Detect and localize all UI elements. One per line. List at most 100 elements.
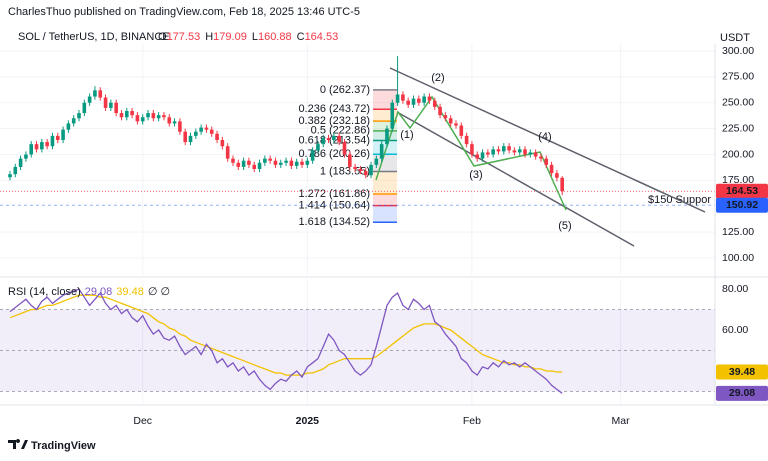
- fib-label: 0.786 (200.26): [298, 148, 370, 160]
- x-tick-label: 2025: [296, 415, 320, 427]
- wave-label: (3): [469, 169, 482, 181]
- ohlc-key: O: [158, 31, 167, 43]
- candle-body: [13, 166, 18, 175]
- candle-body: [448, 118, 453, 124]
- candle-body: [87, 96, 92, 103]
- candle-body: [374, 158, 379, 165]
- wave-path: [375, 95, 567, 211]
- y-tick-label: 100.00: [722, 252, 754, 264]
- fib-label: 1.414 (150.64): [298, 200, 370, 212]
- candle-body: [8, 174, 12, 178]
- candle-body: [332, 135, 336, 141]
- rsi-value: 39.48: [116, 286, 144, 298]
- logo: [8, 439, 28, 449]
- candle-body: [464, 135, 469, 145]
- candle-body: [135, 115, 140, 122]
- ohlc-value: 164.53: [305, 31, 339, 43]
- candle-body: [156, 115, 161, 119]
- publisher: CharlesThuo published on TradingView.com…: [8, 6, 360, 18]
- fib-label: 0.5 (222.86): [311, 125, 370, 137]
- candle-body: [263, 158, 267, 163]
- candle-body: [454, 123, 458, 126]
- candle-body: [140, 117, 145, 122]
- candle-body: [363, 171, 368, 176]
- fib-label: 0 (262.37): [320, 84, 370, 96]
- channel-upper: [389, 67, 706, 213]
- candle-body: [130, 111, 134, 116]
- last-price-box: [716, 183, 768, 199]
- candle-body: [183, 131, 188, 143]
- candle-body: [114, 102, 118, 114]
- y-tick-label: 80.00: [722, 283, 748, 295]
- candle-body: [379, 144, 384, 159]
- wave-label: (2): [431, 72, 444, 84]
- candle-body: [395, 94, 400, 103]
- candle-body: [486, 152, 490, 155]
- candle-body: [294, 161, 299, 166]
- candle-body: [194, 131, 198, 136]
- fib-label: 1 (183.55): [320, 165, 370, 177]
- candle-body: [310, 150, 315, 161]
- support-box: [716, 197, 768, 213]
- candle-body: [528, 152, 533, 155]
- rsi-header: RSI (14, close) 29.08 39.48 ∅ ∅: [8, 286, 170, 298]
- candle-body: [109, 102, 113, 108]
- x-tick-label: Feb: [463, 415, 481, 427]
- candle-body: [491, 149, 495, 155]
- candle-body: [268, 158, 272, 161]
- fib-band: [373, 205, 397, 223]
- candle-body: [555, 173, 559, 178]
- brand: TradingView: [31, 440, 96, 452]
- last-price-label: 164.53: [726, 185, 758, 197]
- candle-body: [406, 100, 411, 105]
- candle-body: [321, 137, 326, 145]
- candle-body: [337, 135, 341, 143]
- candle-body: [496, 149, 501, 152]
- ohlc: O177.53 H179.09 L160.88 C164.53: [158, 31, 338, 43]
- candle-body: [422, 96, 426, 103]
- rsi-label: 39.48: [729, 366, 755, 378]
- candle-body: [411, 98, 416, 105]
- candle-body: [103, 97, 108, 108]
- candle-body: [539, 156, 543, 159]
- y-tick-label: 250.00: [722, 97, 754, 109]
- rsi-pane: [0, 280, 715, 405]
- candle-body: [98, 90, 103, 98]
- candle-body: [55, 135, 60, 141]
- y-tick-label: 175.00: [722, 174, 754, 186]
- candle-body: [199, 127, 203, 132]
- candle-body: [289, 160, 294, 166]
- fib-band: [373, 121, 397, 131]
- candle-body: [316, 144, 320, 151]
- fib-label: 0.382 (232.18): [298, 115, 370, 127]
- candle-body: [427, 96, 432, 101]
- candle-body: [50, 135, 55, 147]
- candle-body: [470, 144, 474, 155]
- candle-body: [77, 113, 81, 119]
- candle-body: [475, 154, 480, 159]
- y-tick-label: 200.00: [722, 148, 754, 160]
- candle-body: [209, 129, 214, 134]
- support-label: 150.92: [726, 199, 758, 211]
- candle-body: [443, 115, 448, 119]
- candle-body: [40, 142, 44, 150]
- ohlc-value: 177.53: [167, 31, 201, 43]
- ohlc-key: L: [252, 31, 258, 43]
- candle-body: [560, 177, 564, 192]
- candle-body: [517, 149, 522, 153]
- y-tick-label: 275.00: [722, 71, 754, 83]
- candle-body: [432, 100, 437, 107]
- candle-body: [300, 161, 304, 165]
- candle-body: [326, 137, 331, 141]
- candle-body: [549, 164, 554, 174]
- rsi-line: [9, 288, 563, 394]
- ohlc-value: 179.09: [213, 31, 247, 43]
- fib-label: 0.236 (243.72): [298, 103, 370, 115]
- candle-body: [523, 149, 527, 155]
- ohlc-key: C: [297, 31, 305, 43]
- candle-body: [178, 121, 182, 132]
- candle-body: [342, 142, 347, 155]
- candle-body: [29, 144, 34, 155]
- fib-label: 1.618 (134.52): [298, 216, 370, 228]
